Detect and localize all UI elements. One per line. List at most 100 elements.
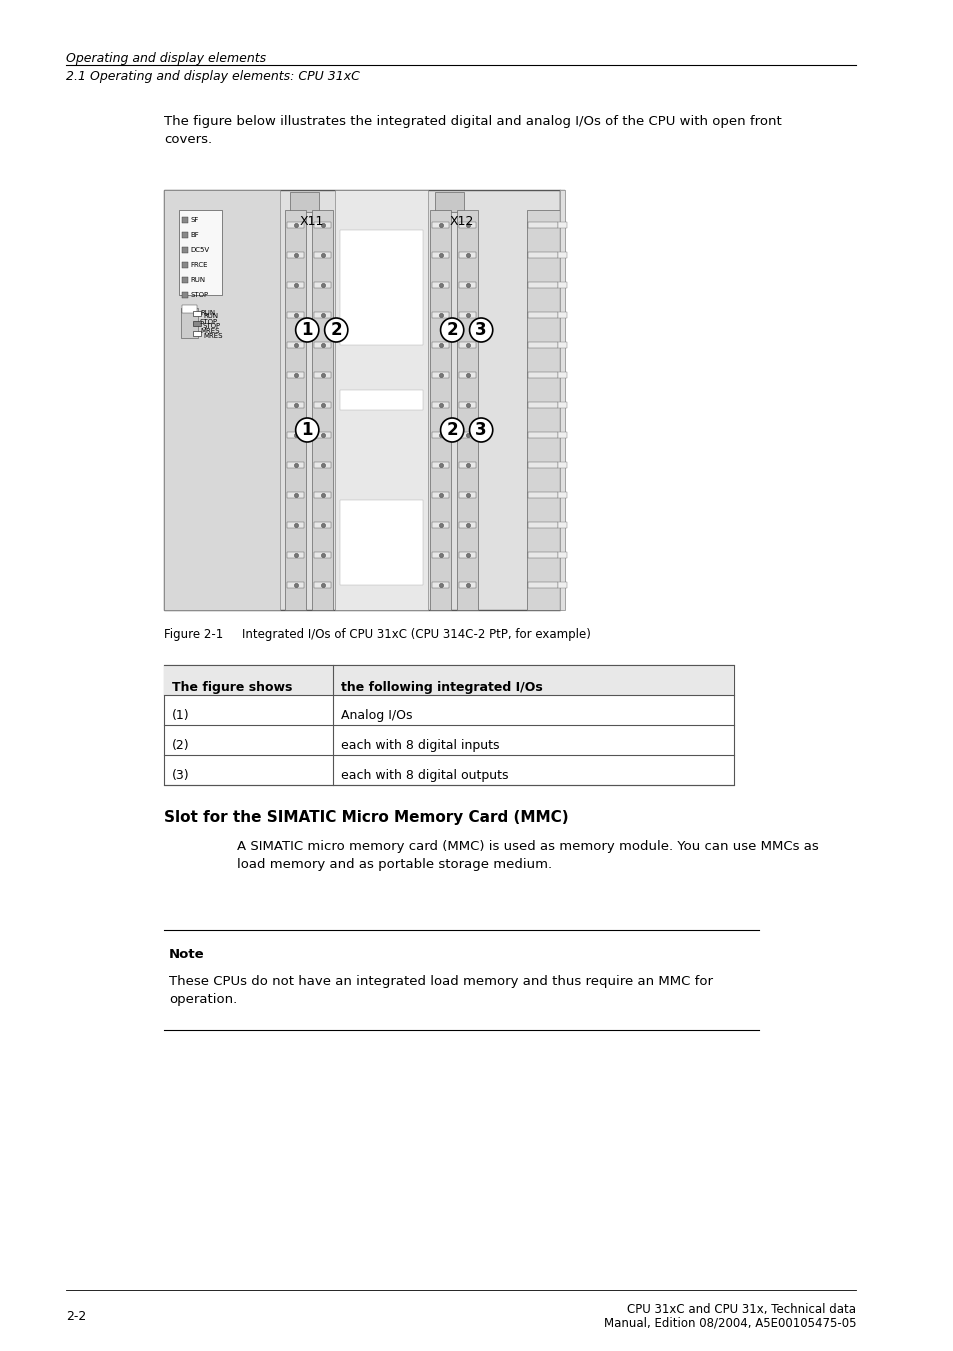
- Bar: [287, 253, 304, 258]
- Bar: [432, 342, 449, 349]
- Text: RUN: RUN: [203, 313, 218, 319]
- Bar: [178, 209, 222, 295]
- Circle shape: [469, 317, 493, 342]
- Bar: [458, 312, 476, 317]
- Bar: [558, 432, 566, 438]
- Bar: [432, 492, 449, 499]
- Text: Slot for the SIMATIC Micro Memory Card (MMC): Slot for the SIMATIC Micro Memory Card (…: [164, 811, 568, 825]
- Bar: [458, 342, 476, 349]
- Text: 3: 3: [475, 322, 486, 339]
- Bar: [558, 582, 566, 588]
- Bar: [314, 432, 331, 438]
- Text: Note: Note: [169, 948, 205, 961]
- Text: (2): (2): [172, 739, 190, 751]
- Bar: [290, 192, 318, 212]
- Circle shape: [440, 317, 463, 342]
- Bar: [193, 331, 201, 336]
- Text: MRES: MRES: [200, 328, 219, 334]
- Text: the following integrated I/Os: the following integrated I/Os: [341, 681, 542, 693]
- Bar: [528, 253, 558, 258]
- Bar: [287, 403, 304, 408]
- Bar: [432, 222, 449, 228]
- Bar: [180, 308, 198, 338]
- Bar: [164, 665, 734, 785]
- Bar: [314, 253, 331, 258]
- Text: The figure shows: The figure shows: [172, 681, 292, 693]
- Text: RUN: RUN: [191, 277, 205, 282]
- Bar: [559, 190, 564, 611]
- FancyBboxPatch shape: [164, 190, 559, 611]
- Text: Figure 2-1     Integrated I/Os of CPU 31xC (CPU 314C-2 PtP, for example): Figure 2-1 Integrated I/Os of CPU 31xC (…: [164, 628, 591, 640]
- Bar: [528, 492, 558, 499]
- Bar: [287, 462, 304, 467]
- Bar: [432, 403, 449, 408]
- Text: each with 8 digital inputs: each with 8 digital inputs: [341, 739, 499, 751]
- Bar: [456, 209, 477, 611]
- Bar: [335, 190, 428, 611]
- Bar: [458, 582, 476, 588]
- Bar: [432, 372, 449, 378]
- Text: 2: 2: [446, 322, 457, 339]
- Bar: [314, 462, 331, 467]
- Bar: [339, 500, 423, 585]
- Bar: [287, 553, 304, 558]
- Bar: [558, 521, 566, 528]
- Text: The figure below illustrates the integrated digital and analog I/Os of the CPU w: The figure below illustrates the integra…: [164, 115, 781, 146]
- Bar: [312, 209, 333, 611]
- Bar: [526, 209, 559, 611]
- Bar: [458, 282, 476, 288]
- Bar: [458, 222, 476, 228]
- Circle shape: [295, 417, 318, 442]
- Text: MRES: MRES: [203, 332, 222, 339]
- Text: BF: BF: [191, 232, 199, 238]
- Bar: [287, 582, 304, 588]
- Bar: [314, 342, 331, 349]
- Text: 2: 2: [446, 422, 457, 439]
- Bar: [528, 312, 558, 317]
- Text: X12: X12: [449, 215, 473, 228]
- Bar: [287, 372, 304, 378]
- Text: STOP: STOP: [203, 323, 221, 330]
- Bar: [558, 462, 566, 467]
- Bar: [558, 553, 566, 558]
- Text: (3): (3): [172, 769, 190, 781]
- Text: DC5V: DC5V: [191, 247, 210, 253]
- Bar: [287, 521, 304, 528]
- Bar: [528, 582, 558, 588]
- Text: RUN: RUN: [200, 309, 214, 316]
- Bar: [432, 312, 449, 317]
- Bar: [314, 403, 331, 408]
- Bar: [458, 432, 476, 438]
- Bar: [339, 230, 423, 345]
- Bar: [458, 492, 476, 499]
- Bar: [432, 582, 449, 588]
- Bar: [458, 372, 476, 378]
- Bar: [287, 312, 304, 317]
- Bar: [458, 253, 476, 258]
- Text: CPU 31xC and CPU 31x, Technical data: CPU 31xC and CPU 31x, Technical data: [626, 1302, 855, 1316]
- Bar: [314, 582, 331, 588]
- Bar: [435, 192, 463, 212]
- Bar: [432, 462, 449, 467]
- Bar: [314, 372, 331, 378]
- Bar: [558, 312, 566, 317]
- Bar: [314, 521, 331, 528]
- Bar: [287, 492, 304, 499]
- Text: 2: 2: [330, 322, 342, 339]
- Bar: [193, 322, 201, 326]
- Bar: [528, 462, 558, 467]
- Circle shape: [440, 417, 463, 442]
- Bar: [558, 253, 566, 258]
- Circle shape: [324, 317, 348, 342]
- Bar: [430, 209, 451, 611]
- Bar: [339, 390, 423, 409]
- Bar: [559, 190, 564, 611]
- Bar: [314, 222, 331, 228]
- Bar: [528, 521, 558, 528]
- Text: 2-2: 2-2: [66, 1310, 86, 1323]
- Bar: [432, 282, 449, 288]
- Bar: [528, 432, 558, 438]
- Text: A SIMATIC micro memory card (MMC) is used as memory module. You can use MMCs as
: A SIMATIC micro memory card (MMC) is use…: [236, 840, 818, 871]
- Bar: [458, 553, 476, 558]
- Text: Manual, Edition 08/2004, A5E00105475-05: Manual, Edition 08/2004, A5E00105475-05: [603, 1317, 855, 1329]
